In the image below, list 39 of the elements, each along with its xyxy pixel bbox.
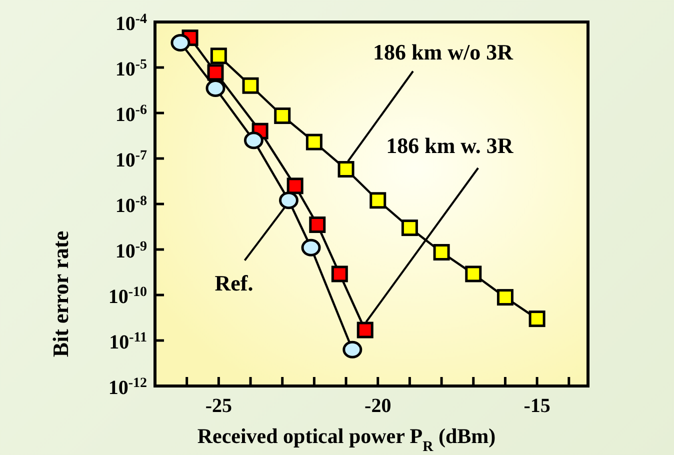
point [286, 178, 304, 194]
point [301, 238, 321, 256]
y-tick-label: 10$^{-8}$ [115, 194, 147, 217]
point [370, 192, 386, 209]
annotation: 186 km w. 3R [386, 133, 514, 158]
point [465, 266, 482, 282]
y-tick-label: 10$^{-9}$ [115, 239, 147, 262]
point [309, 216, 326, 233]
point [342, 340, 362, 358]
y-tick-label: 10$^{-6}$ [115, 102, 147, 126]
point [206, 79, 226, 97]
point [170, 34, 190, 52]
y-tick-label: 10$^{-5}$ [115, 57, 147, 80]
point [242, 77, 259, 94]
point [244, 132, 264, 150]
point [274, 108, 291, 124]
point [338, 161, 354, 178]
y-tick-label: 10$^{-12}$ [108, 376, 147, 399]
point [278, 192, 298, 210]
point [306, 134, 322, 150]
y-axis-title: Bit error rate [48, 230, 73, 358]
annotation: 186 km w/o 3R [373, 39, 514, 64]
point [331, 266, 348, 282]
point [356, 322, 374, 338]
y-tick-label: 10$^{-10}$ [108, 284, 147, 308]
y-tick-label: 10$^{-7}$ [115, 148, 147, 172]
x-tick-label: -25 [205, 395, 232, 417]
annotation: Ref. [214, 270, 254, 296]
point [528, 310, 546, 328]
point [496, 289, 514, 306]
y-tick-label: 10$^{-11}$ [109, 330, 147, 354]
point [210, 48, 227, 64]
point [433, 244, 450, 260]
y-tick-label: 10$^{-4}$ [115, 12, 147, 35]
x-tick-label: -20 [364, 395, 392, 417]
point [207, 64, 224, 81]
x-tick-label: -15 [524, 395, 550, 417]
x-axis-title: Received optical power P$_{R}$ (dBm) [197, 424, 496, 455]
point [401, 220, 418, 236]
